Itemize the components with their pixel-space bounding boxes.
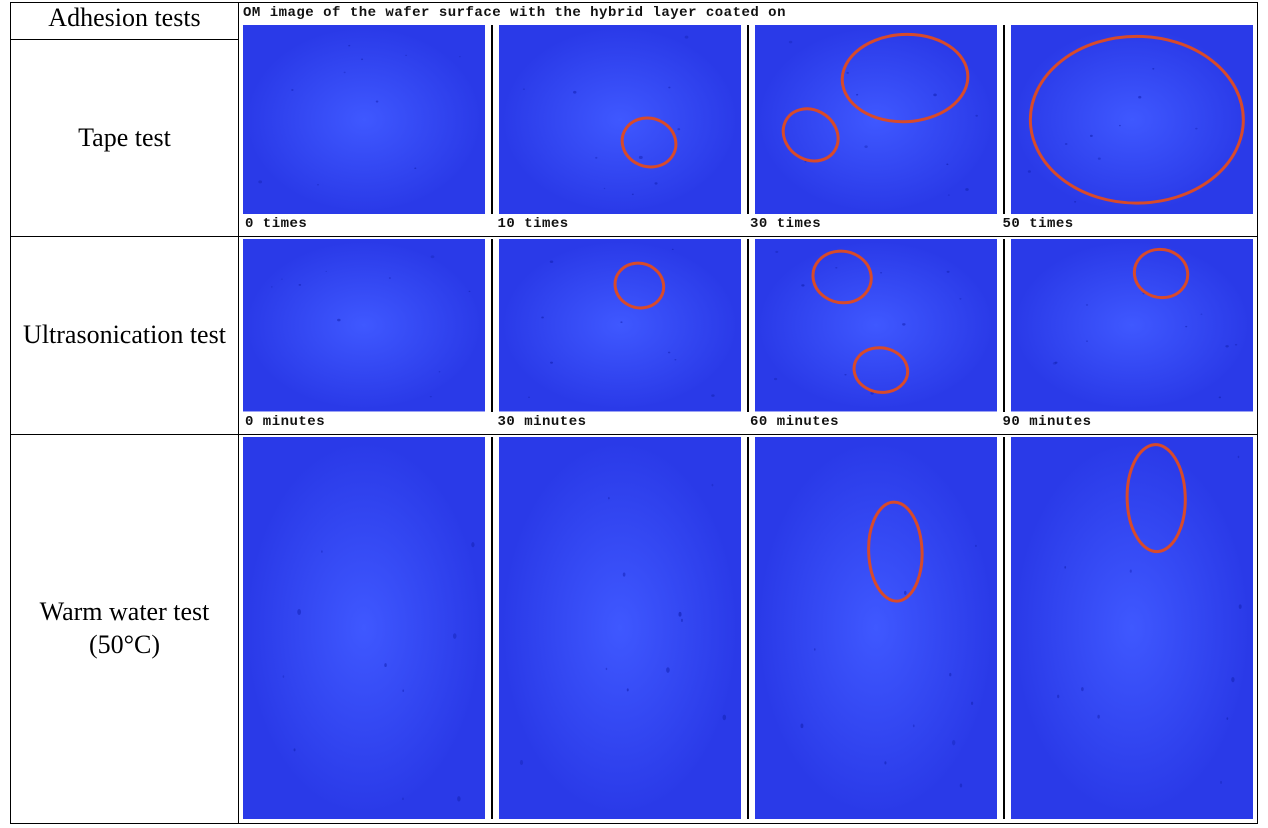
panel-caption: 0 minutes: [243, 414, 496, 432]
panel-separator: [491, 239, 493, 411]
row2-bottom-captions: 0 minutes30 minutes60 minutes90 minutes: [243, 414, 1253, 432]
row2-images-wrap: 0 minutes30 minutes60 minutes90 minutes: [239, 237, 1257, 433]
om-image-caption: OM image of the wafer surface with the h…: [243, 5, 1253, 23]
panel-caption: 0 times: [243, 216, 496, 234]
panel-caption: 10 times: [496, 216, 749, 234]
om-image-panel: [499, 25, 741, 214]
om-image-panel: [1011, 239, 1253, 411]
panel-caption: 30 minutes: [496, 414, 749, 432]
figure-table: Adhesion tests OM image of the wafer sur…: [10, 2, 1258, 824]
om-image-panel: [243, 437, 485, 819]
om-image-panel: [243, 25, 485, 214]
row2-panels: [243, 239, 1253, 411]
om-image-panel: [243, 239, 485, 411]
panel-separator: [747, 437, 749, 819]
panel-separator: [1003, 437, 1005, 819]
panel-separator: [747, 25, 749, 214]
row3-panels: [243, 437, 1253, 819]
om-image-panel: [1011, 25, 1253, 214]
panel-separator: [491, 437, 493, 819]
om-image-panel: [755, 25, 997, 214]
column-header-tests: Adhesion tests: [11, 3, 239, 40]
rowlabel-tape-test-text: Tape test: [78, 123, 171, 152]
row3-images-cell: [239, 434, 1258, 823]
om-image-panel: [1011, 437, 1253, 819]
om-image-panel: [499, 437, 741, 819]
om-image-panel: [499, 239, 741, 411]
om-image-panel: [755, 239, 997, 411]
panel-separator: [747, 239, 749, 411]
row1-bottom-captions: 0 times10 times30 times50 times: [243, 216, 1253, 234]
panel-caption: 60 minutes: [748, 414, 1001, 432]
panel-caption: 50 times: [1001, 216, 1254, 234]
rowlabel-warm-water: Warm water test (50°C): [11, 434, 239, 823]
om-image-panel: [755, 437, 997, 819]
adhesion-tests-figure: Adhesion tests OM image of the wafer sur…: [0, 0, 1268, 828]
panel-separator: [1003, 239, 1005, 411]
header-label: Adhesion tests: [48, 3, 200, 32]
rowlabel-ultrasonication-text: Ultrasonication test: [23, 320, 226, 349]
panel-caption: 30 times: [748, 216, 1001, 234]
row1-images-wrap: OM image of the wafer surface with the h…: [239, 3, 1257, 236]
rowlabel-tape-test: Tape test: [11, 40, 239, 237]
panel-caption: 90 minutes: [1001, 414, 1254, 432]
rowlabel-warm-water-text: Warm water test (50°C): [40, 597, 210, 659]
rowlabel-ultrasonication: Ultrasonication test: [11, 237, 239, 434]
panel-separator: [491, 25, 493, 214]
row3-images-wrap: [239, 435, 1257, 823]
row1-panels: [243, 25, 1253, 214]
panel-separator: [1003, 25, 1005, 214]
row1-images-cell: OM image of the wafer surface with the h…: [239, 3, 1258, 237]
row2-images-cell: 0 minutes30 minutes60 minutes90 minutes: [239, 237, 1258, 434]
